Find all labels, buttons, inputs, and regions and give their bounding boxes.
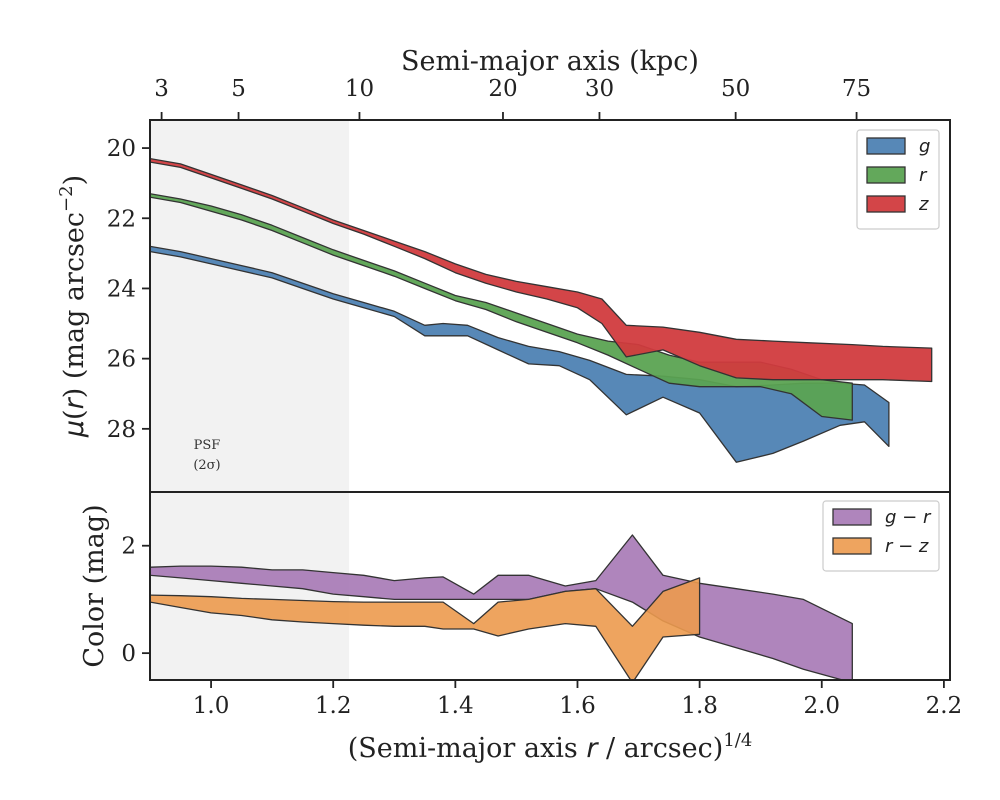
top-x-tick-label: 50 [721, 76, 750, 102]
x-tick-label: 2.2 [926, 693, 963, 719]
legend-bands: grz [856, 129, 940, 230]
y-axis-title-surface-brightness: μ(r) (mag arcsec−2) [56, 175, 90, 438]
y-tick-label: 20 [107, 136, 136, 162]
top-x-tick-label: 30 [585, 76, 614, 102]
legend-label-r-z: r − z [885, 536, 929, 557]
legend-swatch-r-z [832, 537, 872, 555]
color-bands [151, 534, 853, 679]
y-tick-label: 24 [107, 276, 136, 302]
legend-label-z: z [918, 194, 929, 215]
top-x-tick-label: 5 [231, 76, 246, 102]
surface-brightness-bands [151, 158, 933, 463]
axis-ticks: 1.0 1.2 1.4 1.6 1.8 2.0 2.23 5 10 20 30 50 752022242… [107, 76, 962, 719]
psf-label-line-2: (2σ) [193, 458, 220, 473]
x-tick-label: 1.0 [193, 693, 230, 719]
legend-label-g-r: g − r [885, 507, 932, 528]
band-g [151, 245, 890, 463]
y-tick-label: 28 [107, 417, 136, 443]
legend-swatch-r [866, 166, 906, 184]
y-tick-label: 26 [107, 347, 136, 373]
color-y-tick-label: 0 [121, 641, 136, 667]
x-tick-label: 1.6 [559, 693, 596, 719]
legend-swatch-g [866, 137, 906, 155]
band-g-r [151, 534, 853, 679]
y-tick-label: 22 [107, 206, 136, 232]
top-x-tick-label: 75 [842, 76, 871, 102]
top-x-tick-label: 10 [345, 76, 374, 102]
legend-label-g: g [919, 136, 930, 157]
top-axis-title: Semi-major axis (kpc) [401, 46, 699, 77]
top-x-tick-label: 3 [154, 76, 169, 102]
bottom-axis-title: (Semi-major axis r / arcsec)1/4 [348, 730, 753, 764]
band-r-z [151, 577, 701, 679]
x-tick-label: 1.8 [681, 693, 718, 719]
y-axis-title-color: Color (mag) [79, 504, 110, 667]
band-r [151, 193, 853, 421]
psf-label-line-1: PSF [194, 438, 221, 453]
x-tick-label: 1.2 [315, 693, 352, 719]
x-tick-label: 2.0 [803, 693, 840, 719]
bottom-panel-frame [149, 491, 951, 681]
legend-label-r: r [919, 165, 928, 186]
legend-colors: g − r r − z [822, 500, 940, 572]
psf-shaded-region [150, 120, 350, 492]
legend-swatch-z [866, 195, 906, 213]
color-y-tick-label: 2 [121, 534, 136, 560]
band-z [151, 158, 933, 383]
legend-swatch-g-r [832, 508, 872, 526]
top-x-tick-label: 20 [488, 76, 517, 102]
x-tick-label: 1.4 [437, 693, 474, 719]
